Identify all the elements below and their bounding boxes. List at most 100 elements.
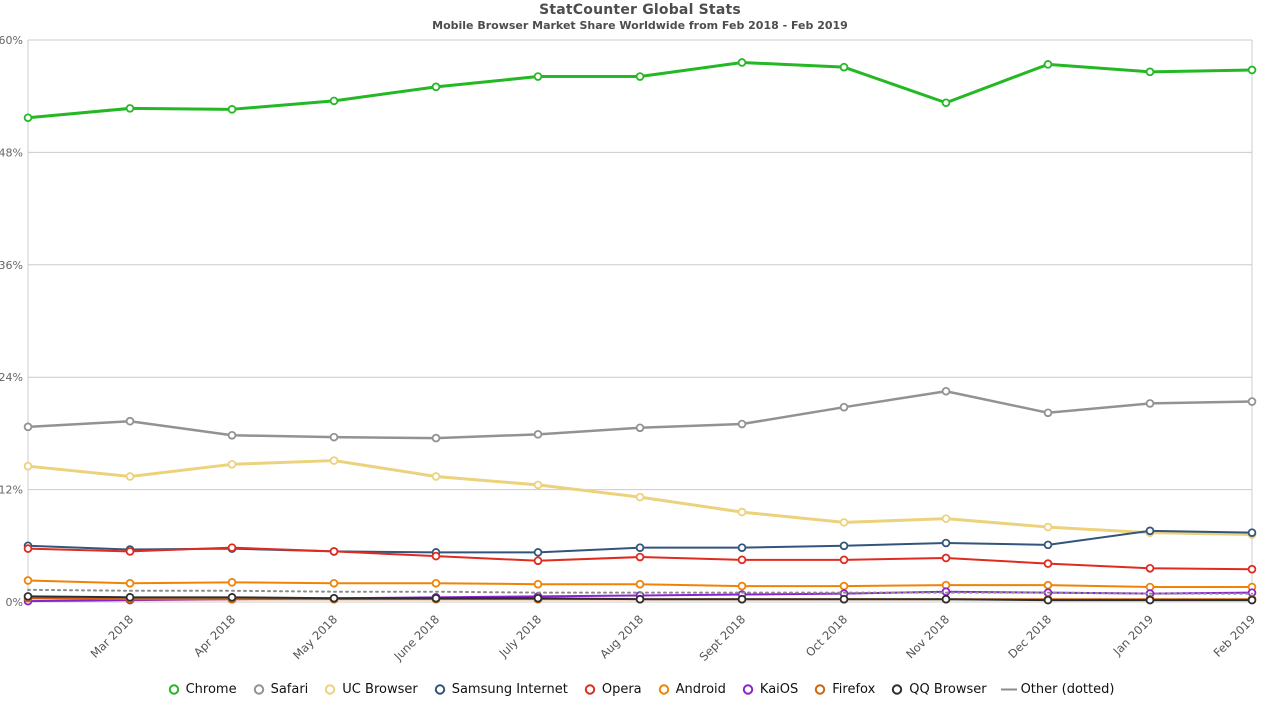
data-point-marker xyxy=(1247,595,1257,605)
data-point-marker xyxy=(839,402,849,412)
data-point-marker xyxy=(227,543,237,552)
x-tick-label: June 2018 xyxy=(391,612,443,664)
series-chrome xyxy=(23,58,1257,123)
data-point-marker xyxy=(1145,67,1155,77)
data-point-marker xyxy=(1043,522,1053,532)
data-point-marker xyxy=(737,507,747,517)
chart-subtitle: Mobile Browser Market Share Worldwide fr… xyxy=(432,19,848,32)
data-point-marker xyxy=(23,576,33,585)
data-point-marker xyxy=(329,456,339,465)
data-point-marker xyxy=(125,104,135,113)
legend-circle-marker-icon xyxy=(253,684,264,695)
legend-item-opera: Opera xyxy=(582,681,642,697)
data-point-marker xyxy=(125,547,135,556)
series-android xyxy=(23,576,1257,592)
data-point-marker xyxy=(329,96,339,106)
data-point-marker xyxy=(533,593,543,603)
data-point-marker xyxy=(1247,397,1257,406)
data-point-marker xyxy=(839,62,849,72)
data-point-marker xyxy=(431,551,441,561)
data-point-marker xyxy=(431,578,441,588)
data-point-marker xyxy=(737,594,747,604)
legend-circle-marker-icon xyxy=(892,684,903,695)
data-point-marker xyxy=(941,386,951,396)
chart-title: StatCounter Global Stats xyxy=(539,2,741,18)
legend-item-android: Android xyxy=(656,681,726,697)
series-qq-browser xyxy=(23,592,1257,605)
legend-circle-marker-icon xyxy=(168,684,179,695)
legend-label: Samsung Internet xyxy=(451,681,568,697)
data-point-marker xyxy=(23,544,33,553)
data-point-marker xyxy=(1145,563,1155,573)
y-gridlines xyxy=(28,39,1252,603)
data-point-marker xyxy=(1145,526,1155,536)
legend-label: KaiOS xyxy=(759,681,799,697)
data-point-marker xyxy=(227,578,237,587)
legend-item-kaios: KaiOS xyxy=(740,681,798,697)
y-tick-label: 36% xyxy=(0,259,23,272)
legend-label: Android xyxy=(675,681,726,697)
data-point-marker xyxy=(635,543,645,552)
data-point-marker xyxy=(1043,559,1053,568)
data-point-marker xyxy=(941,594,951,604)
chart-legend: Chrome Safari UC Browser Samsung Internet Op… xyxy=(0,681,1280,697)
data-point-marker xyxy=(533,480,543,490)
data-point-marker xyxy=(635,492,645,502)
legend-label: Chrome xyxy=(185,681,237,697)
x-tick-label: Aug 2018 xyxy=(597,612,646,661)
x-axis-labels: Mar 2018 Apr 2018 May 2018 June 2018 July 20… xyxy=(88,612,1259,664)
legend-item-safari: Safari xyxy=(251,681,309,697)
series-uc-browser xyxy=(23,456,1257,539)
data-point-marker xyxy=(1247,528,1257,537)
data-point-marker xyxy=(227,460,237,469)
data-point-marker xyxy=(635,423,645,433)
data-point-marker xyxy=(941,98,951,108)
data-point-marker xyxy=(1145,595,1155,605)
data-point-marker xyxy=(431,82,441,92)
legend-item-firefox: Firefox xyxy=(812,681,875,697)
data-point-marker xyxy=(329,578,339,588)
data-point-marker xyxy=(329,547,339,556)
data-point-marker xyxy=(227,593,237,602)
y-tick-label: 48% xyxy=(0,146,23,159)
x-tick-label: Dec 2018 xyxy=(1005,612,1054,661)
legend-line-marker-icon xyxy=(1000,688,1017,691)
legend-label: Opera xyxy=(601,681,642,697)
data-point-marker xyxy=(431,433,441,443)
data-point-marker xyxy=(635,552,645,562)
data-point-marker xyxy=(737,581,747,591)
data-point-marker xyxy=(737,58,747,67)
data-point-marker xyxy=(1043,60,1053,69)
data-point-marker xyxy=(737,419,747,429)
legend-circle-marker-icon xyxy=(742,684,754,695)
data-point-marker xyxy=(533,430,543,439)
legend-label: Other (dotted) xyxy=(1020,681,1115,697)
legend-item-qq-browser: QQ Browser xyxy=(889,681,987,697)
data-point-marker xyxy=(125,416,135,426)
legend-label: UC Browser xyxy=(342,681,418,697)
data-point-marker xyxy=(839,518,849,527)
x-tick-label: July 2018 xyxy=(496,612,545,661)
y-tick-label: 0% xyxy=(6,596,23,609)
data-point-marker xyxy=(23,422,33,432)
data-point-marker xyxy=(737,543,747,552)
x-tick-label: Feb 2019 xyxy=(1211,612,1259,660)
data-point-marker xyxy=(839,541,849,551)
x-tick-label: Nov 2018 xyxy=(903,612,952,661)
y-axis-labels: 0% 12% 24% 36% 48% 60% xyxy=(0,34,23,609)
legend-label: Safari xyxy=(270,681,309,697)
series-samsung-internet xyxy=(23,526,1257,557)
data-point-marker xyxy=(1043,580,1053,590)
data-point-marker xyxy=(1145,399,1155,408)
data-point-marker xyxy=(1247,65,1257,75)
x-tick-label: Oct 2018 xyxy=(803,612,850,659)
series-opera xyxy=(23,543,1257,574)
legend-item-chrome: Chrome xyxy=(166,681,237,697)
y-tick-label: 24% xyxy=(0,371,23,384)
data-point-marker xyxy=(839,555,849,565)
data-point-marker xyxy=(839,581,849,591)
x-tick-label: Apr 2018 xyxy=(191,612,238,659)
data-point-marker xyxy=(635,594,645,604)
data-point-marker xyxy=(125,593,135,602)
